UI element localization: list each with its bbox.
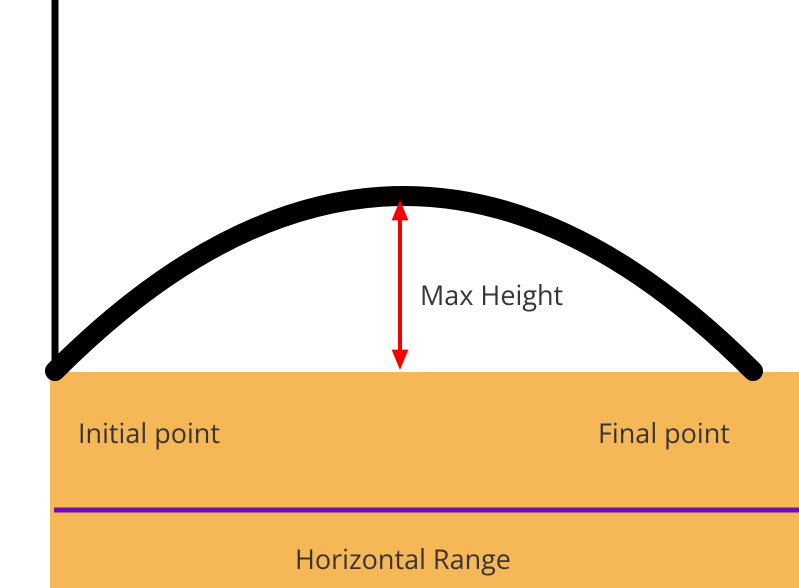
final-point-label: Final point <box>598 414 730 451</box>
projectile-diagram: Max Height Initial point Final point Hor… <box>0 0 799 588</box>
max-height-arrow <box>392 200 409 370</box>
diagram-svg <box>0 0 799 588</box>
max-height-label: Max Height <box>420 276 563 313</box>
initial-point-label: Initial point <box>78 414 220 451</box>
horizontal-range-label: Horizontal Range <box>295 540 511 577</box>
trajectory-arc <box>55 196 753 371</box>
